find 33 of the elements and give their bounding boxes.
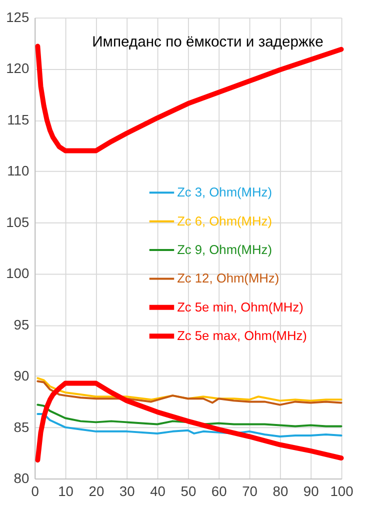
x-tick-label: 30: [119, 482, 136, 499]
y-tick-label: 115: [7, 111, 30, 128]
text: Импеданс по ёмкости и задержке: [92, 34, 324, 50]
y-tick-label: 110: [7, 162, 30, 179]
x-tick-label: 0: [31, 482, 40, 499]
line-series: [36, 413, 342, 438]
line-series: [36, 404, 342, 428]
legend-label: Zc 3, Ohm(MHz): [177, 184, 272, 200]
x-tick-label: 90: [303, 482, 320, 499]
legend-label: Zc 5e max, Ohm(MHz): [177, 328, 307, 344]
line-series: [36, 377, 342, 402]
legend-label: Zc 12, Ohm(MHz): [177, 270, 280, 286]
y-tick-label: 80: [14, 470, 30, 486]
x-tick-label: 20: [88, 482, 104, 499]
x-tick-label: 100: [330, 482, 354, 499]
y-tick-label: 85: [14, 418, 30, 435]
x-tick-label: 60: [211, 482, 228, 499]
y-tick-label: 105: [6, 214, 30, 230]
x-tick-label: 10: [58, 482, 74, 499]
y-tick-label: 120: [6, 60, 30, 76]
legend-label: Zc 6, Ohm(MHz): [177, 213, 272, 228]
y-tick-label: 100: [6, 265, 30, 282]
x-tick-label: 50: [180, 482, 196, 499]
y-tick-label: 95: [14, 316, 30, 332]
line-series: [35, 380, 344, 463]
x-tick-label: 80: [272, 482, 288, 499]
x-tick-label: 70: [242, 482, 258, 499]
line-series: [36, 380, 342, 406]
x-tick-label: 40: [150, 482, 166, 499]
y-tick-label: 90: [14, 368, 30, 384]
y-tick-label: 125: [6, 9, 30, 26]
legend-label: Zc 5e min, Ohm(MHz): [177, 299, 304, 314]
legend-label: Zc 9, Ohm(MHz): [177, 242, 272, 257]
